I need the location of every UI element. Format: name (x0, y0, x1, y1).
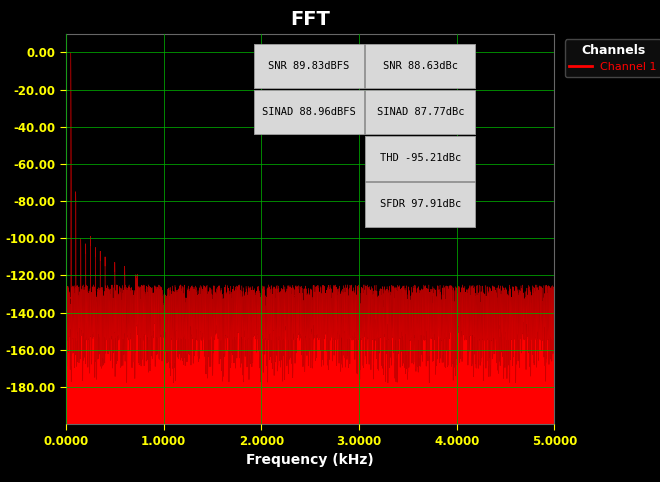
FancyBboxPatch shape (366, 135, 475, 181)
X-axis label: Frequency (kHz): Frequency (kHz) (246, 453, 374, 467)
FancyBboxPatch shape (366, 182, 475, 227)
Title: FFT: FFT (290, 11, 330, 29)
Text: SFDR 97.91dBc: SFDR 97.91dBc (379, 199, 461, 209)
FancyBboxPatch shape (254, 43, 364, 88)
Text: SNR 89.83dBFS: SNR 89.83dBFS (269, 61, 350, 71)
Text: SINAD 87.77dBc: SINAD 87.77dBc (377, 107, 464, 117)
Text: SNR 88.63dBc: SNR 88.63dBc (383, 61, 458, 71)
FancyBboxPatch shape (366, 43, 475, 88)
FancyBboxPatch shape (254, 90, 364, 134)
Text: SINAD 88.96dBFS: SINAD 88.96dBFS (262, 107, 356, 117)
Text: THD -95.21dBc: THD -95.21dBc (379, 153, 461, 163)
FancyBboxPatch shape (366, 90, 475, 134)
Legend: Channel 1: Channel 1 (565, 40, 660, 77)
